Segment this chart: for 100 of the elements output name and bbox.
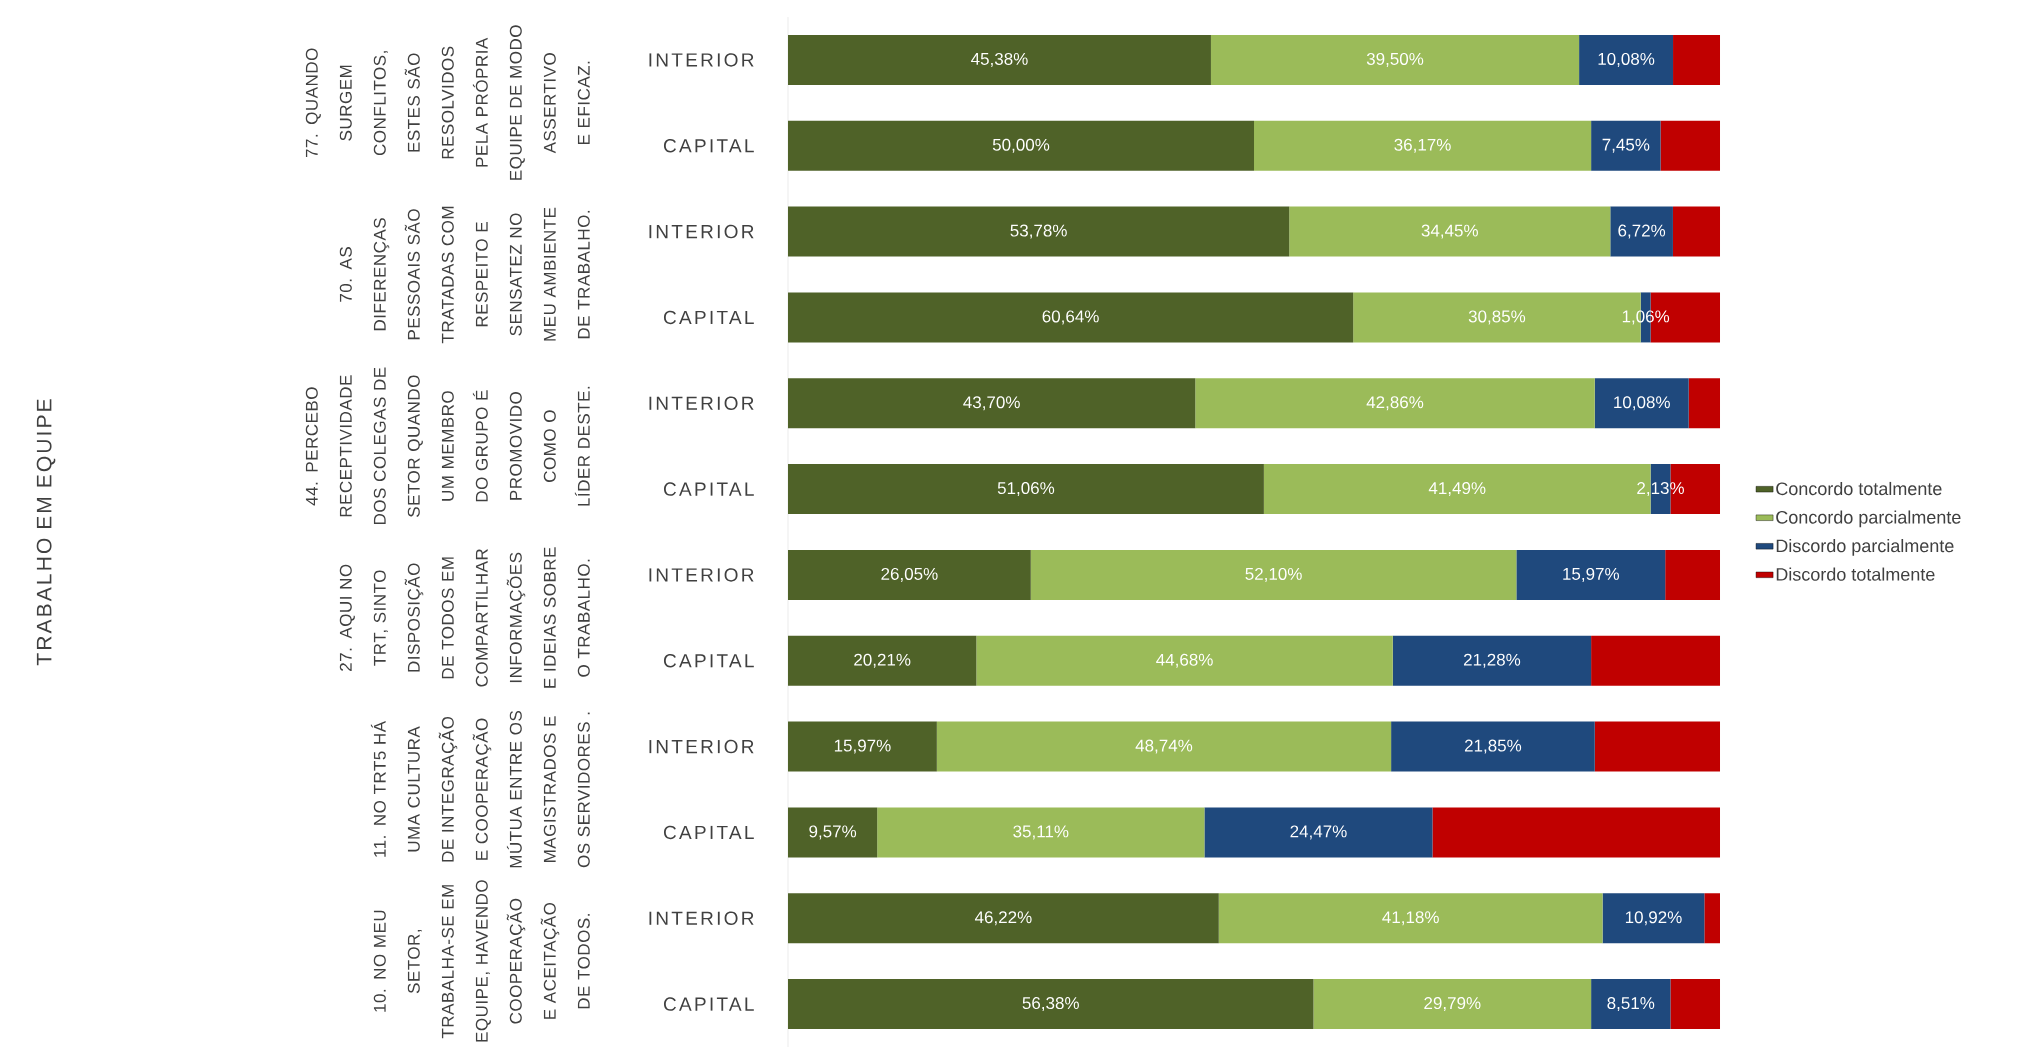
bar [1313,978,1592,1029]
data-label: 1,06% [1622,310,1670,325]
text: TRABALHO EM EQUIPE [36,399,56,666]
data-label: 10,92% [1625,911,1682,926]
y-tick-label: INTERIOR [649,911,754,925]
data-label: 15,97% [834,739,891,754]
data-label: 24,47% [1290,825,1347,840]
bar [1195,378,1595,429]
bar [1591,120,1661,171]
bar [1218,893,1603,944]
data-label: 6,72% [1618,224,1666,239]
bar [788,893,1219,944]
y-tick-label: CAPITAL [663,825,754,840]
y-tick-label: INTERIOR [649,396,754,410]
data-label: 43,70% [963,396,1020,411]
data-label: 26,05% [881,567,938,582]
data-label: 56,38% [1022,996,1079,1011]
data-label: 41,49% [1428,481,1486,497]
bar [788,464,1264,514]
data-label: 30,85% [1468,310,1526,325]
bar [1660,120,1721,171]
data-label: 41,18% [1382,911,1439,926]
bar [936,721,1392,772]
legend-label: Concordo totalmente [1776,481,1942,496]
legend-label: Concordo parcialmente [1776,510,1961,528]
bar [1204,807,1433,858]
y-tick-label: INTERIOR [649,53,754,67]
bar [788,206,1290,257]
bar [1030,549,1517,600]
bar [1591,978,1671,1029]
bar [788,378,1196,429]
data-label: 44,68% [1156,653,1213,668]
bar [976,635,1393,686]
data-label: 21,85% [1464,739,1522,754]
data-label: 48,74% [1135,739,1193,754]
bar [1579,34,1674,85]
y-tick-label: CAPITAL [663,653,754,668]
bar [1432,807,1721,858]
data-label: 42,86% [1366,396,1424,411]
text: 44. PERCEBO RECEPTIVIDADE DOS COLEGAS DE SETOR QUANDO UM MEMBRO DO GRUPO É PROMOVIDO COMO O LÍDER DESTE. [305,367,590,524]
data-label: 9,57% [809,825,857,840]
bar [788,635,977,686]
data-label: 53,78% [1010,224,1067,239]
bar [1688,378,1721,429]
y-tick-label: CAPITAL [663,138,754,153]
bar [788,721,937,772]
bar [1591,635,1721,686]
bar [1670,978,1721,1029]
data-label: 50,00% [992,138,1050,153]
bar [1210,34,1580,85]
y-tick-label: CAPITAL [663,997,754,1011]
bar [788,978,1314,1029]
bar [788,34,1211,85]
bar [1594,721,1721,772]
bar [788,807,878,858]
data-label: 7,45% [1602,138,1650,153]
bar [788,292,1354,343]
y-tick-label: CAPITAL [663,310,754,325]
bar [1610,206,1673,257]
data-label: 46,22% [974,911,1032,926]
y-tick-label: INTERIOR [649,739,754,754]
y-tick-label: INTERIOR [649,224,754,239]
data-label: 51,06% [997,481,1055,497]
bar [1704,893,1721,944]
data-label: 8,51% [1607,996,1655,1011]
data-label: 20,21% [854,653,911,668]
bar [1392,635,1592,686]
bar [788,120,1255,171]
data-label: 21,28% [1463,653,1521,668]
bar [1516,549,1666,600]
bar [1391,721,1595,772]
data-label: 45,38% [971,52,1028,67]
data-label: 52,10% [1245,567,1302,582]
legend-label: Discordo parcialmente [1776,538,1954,556]
bar [1594,378,1689,429]
data-label: 36,17% [1394,138,1451,153]
bar [788,549,1031,600]
bar [1665,549,1721,600]
data-label: 39,50% [1366,52,1424,67]
data-label: 34,45% [1421,224,1478,239]
text: 27. AQUI NO TRT, SINTO DISPOSIÇÃO DE TODOS EM COMPARTILHAR INFORMAÇÕES E IDEIAS SOBRE O TRABALHO. [339,547,590,688]
text: 77. QUANDO SURGEM CONFLITOS, ESTES SÃO RESOLVIDOS PELA PRÓPRIA EQUIPE DE MODO ASSERTIVO E EFICAZ. [305,25,590,180]
data-label: 15,97% [1563,567,1619,582]
bar [1289,206,1611,257]
text: 10. NO MEU SETOR, TRABALHA-SE EM EQUIPE, HAVENDO COOPERAÇÃO E ACEITAÇÃO DE TODOS. [373,880,590,1042]
text: 70. AS DIFERENÇAS PESSOAIS SÃO TRATADAS COM RESPEITO E SENSATEZ NO MEU AMBIENTE DE TRABALHO. [339,206,590,344]
data-label: 10,08% [1598,52,1655,67]
data-label: 2,13% [1637,481,1684,497]
bar [1602,893,1705,944]
data-label: 10,08% [1614,396,1670,411]
text: 11. NO TRT5 HÁ UMA CULTURA DE INTEGRAÇÃO E COOPERAÇÃO MÚTUA ENTRE OS MAGISTRADOS E OS SERVIDORES . [370,710,590,868]
y-tick-label: INTERIOR [649,568,754,582]
data-label: 60,64% [1042,310,1099,325]
bar [1254,120,1592,171]
data-label: 35,11% [1013,825,1069,840]
bar [1673,34,1721,85]
bar [1672,206,1721,257]
y-tick-label: CAPITAL [663,482,754,496]
bar [877,807,1205,858]
legend-label: Discordo totalmente [1776,567,1935,581]
